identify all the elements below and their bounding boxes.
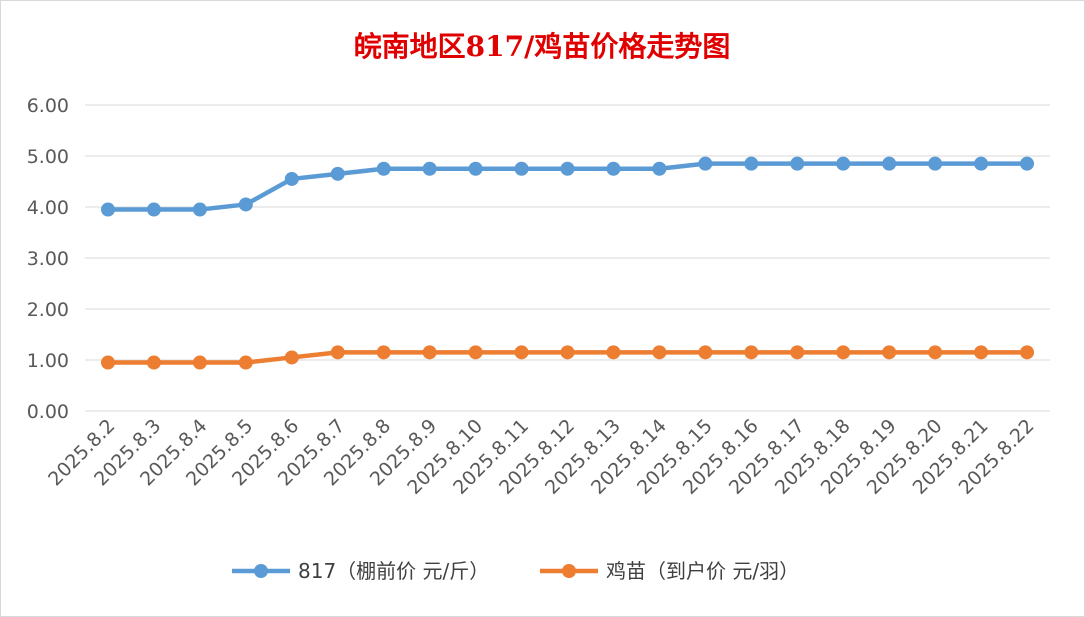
data-point bbox=[146, 202, 161, 217]
data-point bbox=[974, 345, 989, 360]
data-point bbox=[376, 345, 391, 360]
data-point bbox=[330, 166, 345, 181]
data-point bbox=[882, 345, 897, 360]
y-tick-label: 0.00 bbox=[27, 401, 69, 423]
data-point bbox=[376, 161, 391, 176]
data-point bbox=[790, 156, 805, 171]
series-1 bbox=[100, 156, 1035, 217]
data-point bbox=[514, 345, 529, 360]
data-point bbox=[606, 161, 621, 176]
data-point bbox=[928, 345, 943, 360]
y-tick-label: 2.00 bbox=[27, 299, 69, 321]
y-tick-label: 4.00 bbox=[27, 197, 69, 219]
data-point bbox=[790, 345, 805, 360]
legend-item: 817（棚前价 元/斤） bbox=[232, 559, 489, 583]
data-point bbox=[146, 355, 161, 370]
data-point bbox=[974, 156, 989, 171]
series-2 bbox=[100, 345, 1035, 370]
data-point bbox=[652, 161, 667, 176]
legend-label: 817（棚前价 元/斤） bbox=[298, 559, 489, 583]
data-point bbox=[698, 345, 713, 360]
legend-item: 鸡苗（到户价 元/羽） bbox=[540, 559, 799, 583]
data-point bbox=[606, 345, 621, 360]
data-point bbox=[698, 156, 713, 171]
data-point bbox=[882, 156, 897, 171]
legend: 817（棚前价 元/斤） 鸡苗（到户价 元/羽） bbox=[232, 559, 799, 583]
data-point bbox=[560, 345, 575, 360]
y-axis-ticks: 0.00 1.00 2.00 3.00 4.00 5.00 6.00 bbox=[27, 95, 69, 423]
data-point bbox=[100, 202, 115, 217]
data-point bbox=[514, 161, 529, 176]
y-tick-label: 5.00 bbox=[27, 146, 69, 168]
data-point bbox=[1020, 345, 1035, 360]
data-point bbox=[652, 345, 667, 360]
legend-label: 鸡苗（到户价 元/羽） bbox=[606, 559, 799, 583]
data-point bbox=[100, 355, 115, 370]
data-point bbox=[330, 345, 345, 360]
data-point bbox=[422, 161, 437, 176]
legend-marker bbox=[562, 564, 576, 578]
data-point bbox=[928, 156, 943, 171]
data-point bbox=[836, 345, 851, 360]
data-point bbox=[1020, 156, 1035, 171]
data-point bbox=[422, 345, 437, 360]
data-point bbox=[468, 161, 483, 176]
data-point bbox=[744, 156, 759, 171]
chart-title: 皖南地区817/鸡苗价格走势图 bbox=[354, 30, 731, 63]
legend-marker bbox=[254, 564, 268, 578]
data-point bbox=[238, 197, 253, 212]
data-point bbox=[560, 161, 575, 176]
data-point bbox=[192, 355, 207, 370]
data-point bbox=[284, 171, 299, 186]
data-point bbox=[468, 345, 483, 360]
y-tick-label: 1.00 bbox=[27, 350, 69, 372]
y-tick-label: 6.00 bbox=[27, 95, 69, 117]
data-point bbox=[192, 202, 207, 217]
data-point bbox=[836, 156, 851, 171]
y-tick-label: 3.00 bbox=[27, 248, 69, 270]
data-point bbox=[744, 345, 759, 360]
data-point bbox=[238, 355, 253, 370]
data-point bbox=[284, 350, 299, 365]
series-layer bbox=[100, 156, 1035, 370]
